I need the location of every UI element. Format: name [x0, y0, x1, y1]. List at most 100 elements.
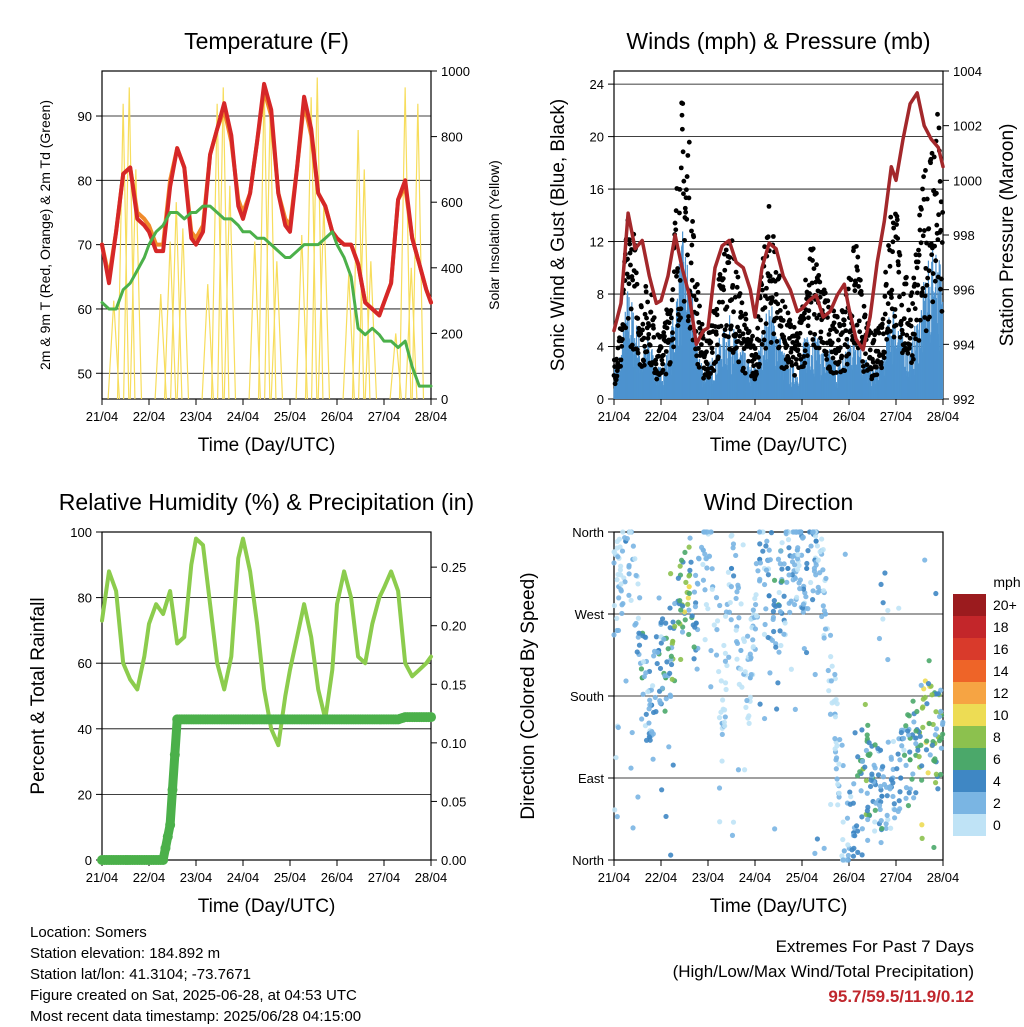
direction-point [899, 743, 905, 749]
direction-point [794, 594, 800, 600]
gust-point [660, 361, 666, 367]
gust-point [706, 374, 712, 380]
direction-point [620, 529, 626, 535]
direction-point [926, 658, 932, 664]
direction-point [833, 755, 840, 761]
direction-point [709, 586, 715, 592]
direction-point [633, 572, 639, 579]
gust-point [656, 353, 661, 359]
y-tick-label: 0 [597, 392, 604, 407]
direction-point [618, 588, 624, 594]
gust-point [816, 272, 822, 278]
x-tick-label: 23/04 [180, 870, 213, 885]
direction-point [800, 586, 807, 592]
solar-spike [176, 228, 190, 400]
direction-point [632, 556, 638, 562]
gust-point [748, 337, 754, 343]
direction-point [657, 700, 663, 706]
direction-point [819, 536, 825, 542]
direction-point [771, 577, 778, 583]
direction-point [813, 538, 819, 544]
gust-point [612, 364, 618, 370]
gust-point [766, 203, 772, 209]
direction-point [820, 567, 826, 573]
gust-point [811, 266, 817, 271]
direction-point [845, 857, 851, 863]
direction-point [778, 642, 784, 649]
direction-point [792, 706, 798, 713]
direction-point [805, 606, 811, 612]
direction-point [711, 622, 717, 628]
direction-point [933, 771, 939, 777]
direction-point [682, 617, 688, 623]
x-axis-label: Time (Day/UTC) [198, 435, 336, 456]
direction-point [849, 847, 855, 853]
direction-point [779, 578, 785, 584]
direction-point [794, 556, 801, 562]
direction-point [666, 744, 672, 750]
gust-point [809, 280, 815, 286]
direction-point [727, 599, 733, 606]
direction-point [880, 774, 886, 780]
direction-point [832, 714, 838, 720]
direction-point [687, 567, 693, 574]
direction-point [882, 570, 888, 576]
direction-point [785, 537, 792, 543]
gust-point [737, 291, 743, 296]
direction-point [918, 682, 924, 688]
solar-spike [270, 261, 284, 400]
gust-point [708, 371, 713, 376]
gust-point [671, 344, 676, 350]
gust-point [618, 357, 624, 363]
direction-point [840, 836, 846, 843]
gust-point [920, 186, 925, 192]
gust-point [923, 328, 929, 334]
gust-point [791, 324, 797, 330]
colorbar-label: 8 [993, 729, 1001, 745]
gust-point [614, 356, 619, 362]
colorbar-swatch [953, 770, 986, 792]
direction-point [618, 563, 624, 569]
direction-point [765, 634, 771, 641]
gust-point [726, 334, 731, 340]
gust-point [818, 329, 824, 335]
direction-point [840, 819, 846, 825]
direction-point [617, 567, 623, 573]
gust-point [664, 325, 670, 331]
gust-point [826, 332, 832, 337]
y2-tick-label: 0.00 [441, 853, 466, 868]
direction-point [708, 529, 714, 535]
solar-spike [405, 267, 418, 400]
direction-point [880, 600, 886, 606]
gust-point [907, 342, 913, 348]
x-tick-label: 23/04 [180, 409, 213, 424]
gust-point [755, 325, 761, 331]
direction-point [903, 762, 909, 768]
location-text: Location: Somers [30, 924, 147, 941]
gust-point [924, 240, 929, 246]
gust-point [722, 267, 728, 273]
gust-point [613, 377, 619, 383]
colorbar-label: 2 [993, 795, 1001, 811]
direction-point [833, 766, 839, 772]
gust-point [938, 199, 944, 205]
gust-point [939, 240, 945, 245]
direction-point [808, 543, 814, 549]
direction-point [897, 757, 903, 763]
direction-point [735, 582, 741, 588]
y-tick-label: 90 [78, 109, 92, 124]
direction-point [654, 660, 660, 667]
direction-point [728, 565, 735, 572]
direction-point [877, 806, 883, 813]
direction-point [709, 566, 715, 572]
direction-point [695, 581, 701, 587]
direction-point [837, 736, 843, 743]
direction-point [716, 785, 723, 791]
gust-point [683, 209, 689, 215]
direction-point [879, 825, 885, 832]
gust-point [675, 266, 681, 271]
gust-point [750, 333, 755, 339]
gust-point [787, 317, 793, 323]
y-tick-label: South [570, 689, 604, 704]
x-tick-label: 28/04 [927, 870, 960, 885]
